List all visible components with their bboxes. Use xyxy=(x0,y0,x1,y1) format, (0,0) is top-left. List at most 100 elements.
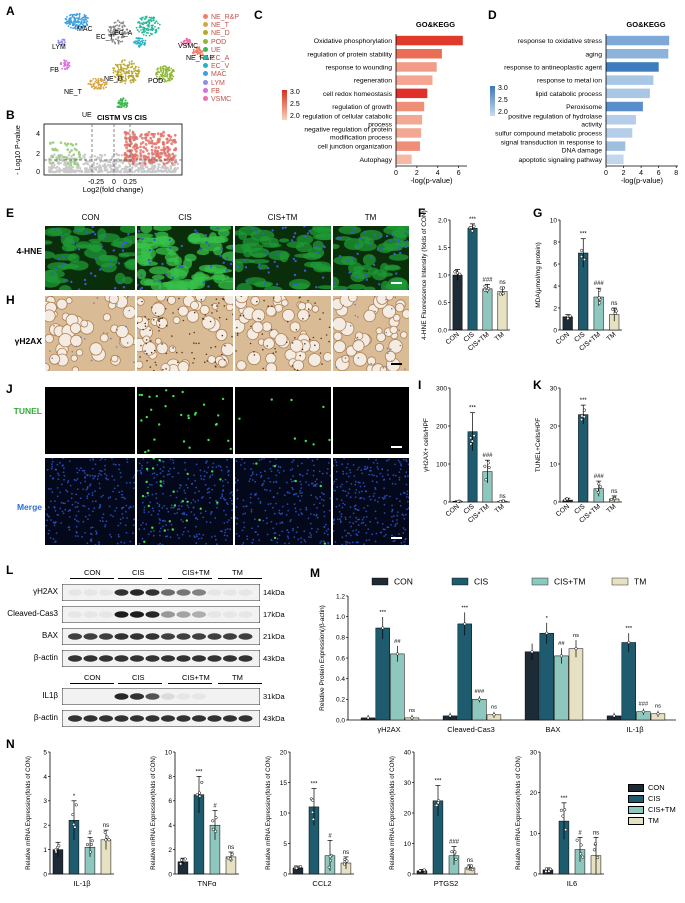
legend-dot-icon xyxy=(203,79,208,85)
umap-point xyxy=(136,69,138,72)
umap-point xyxy=(108,33,110,36)
y-tick-label: 10 xyxy=(530,831,538,838)
volcano-point xyxy=(117,160,120,163)
category-label: TM xyxy=(494,331,506,343)
umap-point xyxy=(153,16,156,19)
data-point xyxy=(564,828,568,832)
umap-point xyxy=(80,22,83,24)
panel-label-n: N xyxy=(6,737,15,751)
significance-label: # xyxy=(578,830,582,836)
panel-label-j: J xyxy=(6,382,13,396)
umap-point xyxy=(113,67,116,70)
umap-point xyxy=(64,68,66,71)
umap-legend-item: EC_V xyxy=(203,63,229,71)
volcano-point xyxy=(63,163,66,166)
volcano-point xyxy=(96,162,99,166)
umap-point xyxy=(94,77,97,80)
volcano-point xyxy=(120,169,123,173)
umap-point xyxy=(85,21,87,23)
volcano-up-point xyxy=(158,138,162,141)
legend-dot-icon xyxy=(203,30,208,36)
umap-point xyxy=(156,76,158,78)
go-term-label: regulation of protein stability xyxy=(307,51,392,58)
blot-band-strip xyxy=(62,710,260,727)
umap-point xyxy=(82,18,85,21)
umap-point xyxy=(162,69,165,72)
umap-point xyxy=(138,37,141,40)
go-term-label: sulfur compound metabolic process xyxy=(495,131,603,138)
umap-point xyxy=(112,39,115,41)
data-point xyxy=(73,825,77,829)
data-point xyxy=(395,652,399,656)
row-label-merge: Merge xyxy=(16,502,42,512)
umap-point xyxy=(145,15,148,18)
volcano-point xyxy=(101,164,105,167)
volcano-point xyxy=(53,163,56,167)
volcano-up-point xyxy=(124,159,128,162)
go-colorbar-tick: 2.0 xyxy=(290,113,300,120)
blot-lane-group-label: TM xyxy=(232,568,243,577)
umap-cluster-label: EC_A xyxy=(114,30,133,37)
data-point xyxy=(483,288,487,292)
data-point xyxy=(565,497,569,501)
umap-point xyxy=(110,38,113,40)
blot-band xyxy=(114,693,129,700)
umap-cluster-label: NE_R&P xyxy=(186,55,215,62)
go-bar xyxy=(606,35,670,46)
umap-point xyxy=(74,27,77,30)
scale-bar xyxy=(391,537,402,539)
umap-point xyxy=(123,72,126,74)
blot-lane-divider xyxy=(168,578,212,579)
umap-point xyxy=(152,24,154,27)
volcano-up-point xyxy=(141,141,145,144)
category-label: CON xyxy=(555,503,571,518)
volcano-point xyxy=(70,166,73,169)
umap-point xyxy=(168,66,171,69)
data-point xyxy=(57,844,61,848)
y-tick-label: 4 xyxy=(168,823,172,830)
data-point xyxy=(311,798,315,802)
category-label: CON xyxy=(445,503,461,518)
blot-band xyxy=(114,655,129,662)
umap-point xyxy=(83,21,86,23)
y-tick-label: 2 xyxy=(168,847,172,854)
volcano-point xyxy=(86,163,90,166)
umap-point xyxy=(120,103,123,105)
go-title: GO&KEGG xyxy=(416,20,455,29)
umap-point xyxy=(119,40,122,43)
umap-point xyxy=(107,29,110,31)
data-point xyxy=(472,434,476,438)
go-term-label: positive regulation of hydrolase xyxy=(508,113,602,120)
volcano-down-point xyxy=(77,152,81,156)
volcano-point xyxy=(82,163,86,166)
significance-label: *** xyxy=(580,232,588,238)
umap-point xyxy=(152,19,155,22)
umap-legend-item: MAC xyxy=(203,71,227,79)
umap-point xyxy=(117,66,119,68)
umap-point xyxy=(120,105,123,108)
umap-point xyxy=(154,31,157,34)
y-tick-label: 4 xyxy=(553,283,557,290)
umap-point xyxy=(127,64,129,66)
y-tick-label: 10 xyxy=(404,841,412,848)
go-bar xyxy=(396,115,423,125)
umap-point xyxy=(161,79,163,82)
data-point xyxy=(641,710,645,714)
umap-point xyxy=(76,24,79,27)
umap-point xyxy=(114,42,117,45)
data-point xyxy=(582,408,587,412)
volcano-up-point xyxy=(133,153,137,157)
umap-point xyxy=(138,30,140,33)
data-point xyxy=(563,808,567,812)
data-point xyxy=(593,842,597,846)
data-point xyxy=(469,436,473,440)
blot-band xyxy=(83,589,98,596)
blot-band xyxy=(176,589,191,596)
umap-point xyxy=(139,22,141,25)
y-tick-label: 10 xyxy=(550,217,558,224)
umap-point xyxy=(117,42,120,45)
volcano-down-point xyxy=(74,142,78,146)
volcano-point xyxy=(57,161,61,164)
volcano-point xyxy=(94,167,98,171)
umap-point xyxy=(118,21,121,24)
